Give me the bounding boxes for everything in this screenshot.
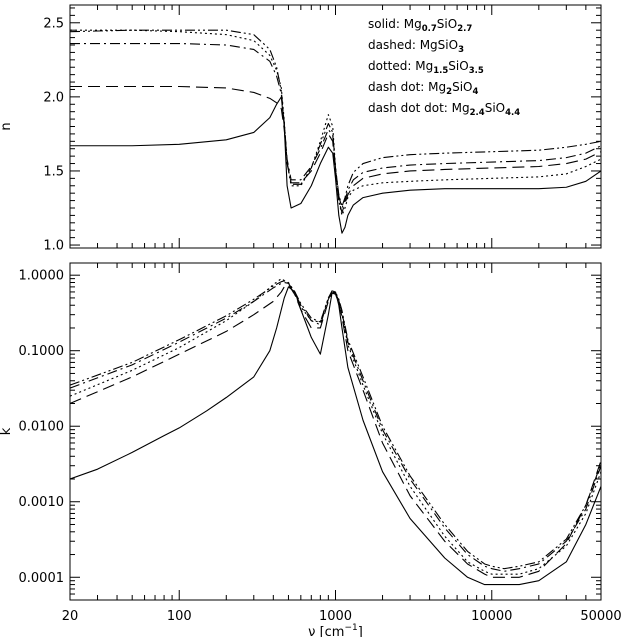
y-axis-label: k bbox=[0, 427, 14, 435]
y-tick-label: 1.0000 bbox=[19, 269, 65, 284]
x-axis-label: ν [cm−1] bbox=[308, 623, 363, 637]
legend-entry-solid: solid: Mg0.7SiO2.7 bbox=[368, 17, 472, 34]
y-tick-label: 0.0001 bbox=[19, 571, 65, 586]
legend-entry-dotted: dotted: Mg1.5SiO3.5 bbox=[368, 59, 484, 76]
x-tick-label: 1000 bbox=[319, 609, 352, 624]
legend-entry-dash-dot: dash dot: Mg2SiO4 bbox=[368, 80, 478, 97]
legend: solid: Mg0.7SiO2.7 dashed: MgSiO3 dotted: … bbox=[368, 17, 520, 118]
y-tick-label: 0.1000 bbox=[19, 344, 65, 359]
top-series-dotted bbox=[70, 29, 601, 216]
top-plot-frame bbox=[69, 4, 602, 249]
top-series-dashed bbox=[70, 85, 601, 213]
y-axis-label: n bbox=[0, 122, 14, 130]
y-tick-label: 0.0100 bbox=[19, 420, 65, 435]
top-panel: 1.0 1.5 2.0 2.5 n solid: Mg0.7SiO2.7 dashed: M… bbox=[0, 4, 602, 254]
y-tick-label: 1.5 bbox=[43, 164, 64, 179]
y-tick-label: 0.0010 bbox=[19, 495, 65, 510]
bottom-series-solid bbox=[70, 286, 601, 586]
bottom-series-dotted bbox=[70, 278, 601, 575]
legend-entry-dash-dot-dot: dash dot dot: Mg2.4SiO4.4 bbox=[368, 101, 520, 118]
legend-entry-dashed: dashed: MgSiO3 bbox=[368, 38, 464, 55]
x-tick-label: 50000 bbox=[580, 609, 621, 624]
x-tick-label: 100 bbox=[167, 609, 192, 624]
x-tick-label: 20 bbox=[62, 609, 79, 624]
bottom-panel: 0.0001 0.0010 0.0100 0.1000 1.0000 20 100 1000 1… bbox=[0, 262, 622, 637]
x-tick-label: 10000 bbox=[471, 609, 512, 624]
bottom-series-dashed bbox=[70, 284, 601, 578]
bottom-plot-frame bbox=[69, 262, 602, 601]
bottom-series-dash-dot-dot bbox=[70, 280, 601, 570]
y-tick-label: 1.0 bbox=[43, 239, 64, 254]
top-series-solid bbox=[70, 96, 601, 234]
bottom-series-dash-dot bbox=[70, 281, 601, 572]
y-tick-label: 2.5 bbox=[43, 16, 64, 31]
y-tick-label: 2.0 bbox=[43, 90, 64, 105]
